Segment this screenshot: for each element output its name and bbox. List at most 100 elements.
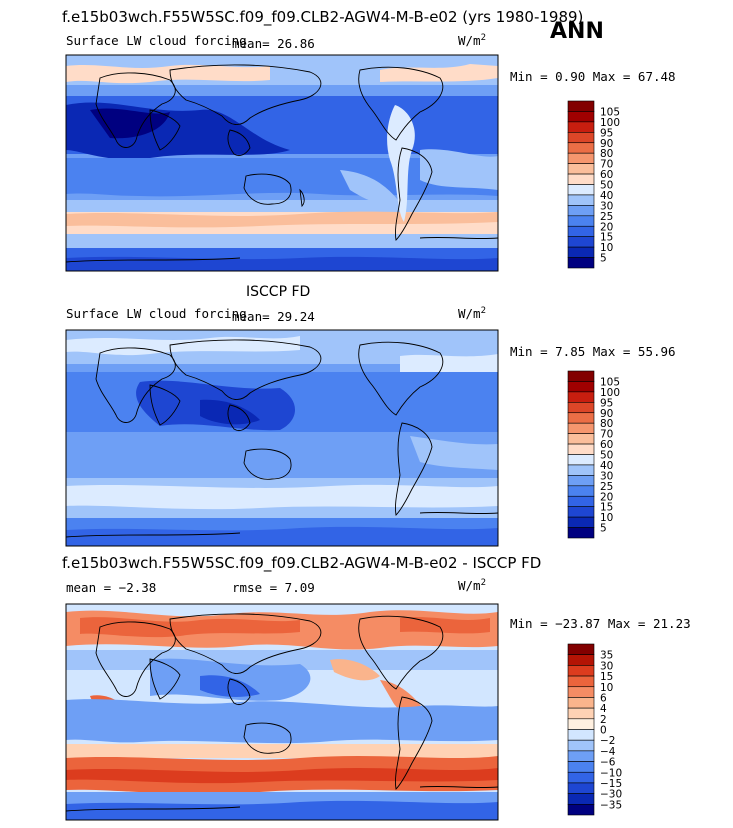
colorbar-tick-label: 20 (600, 221, 613, 233)
map-frame (65, 603, 499, 821)
colorbar-tick-label: 10 (600, 242, 613, 254)
colorbar-tick-label: 10 (600, 682, 613, 694)
colorbar-tick-label: 5 (600, 253, 607, 265)
colorbar-swatch (567, 739, 595, 752)
panel-minmax: Min = 7.85 Max = 55.96 (510, 344, 676, 359)
colorbar-swatch (567, 761, 595, 773)
colorbar-tick-label: 95 (600, 397, 613, 409)
colorbar-tick-label: 60 (600, 439, 613, 451)
panel-variable: Surface LW cloud forcing (66, 33, 247, 48)
colorbar-tick-label: 80 (600, 418, 613, 430)
panel-diff: f.e15b03wch.F55W5SC.f09_f09.CLB2-AGW4-M-… (62, 554, 691, 821)
panel-mean: mean = −2.38 (66, 580, 156, 595)
colorbar-swatch (567, 402, 595, 414)
colorbar-tick-label: −35 (600, 799, 622, 811)
case-title: f.e15b03wch.F55W5SC.f09_f09.CLB2-AGW4-M-… (62, 8, 583, 27)
colorbar-tick-label: 15 (600, 232, 613, 244)
colorbar-tick-label: 90 (600, 138, 613, 150)
colorbar-tick-label: 0 (600, 725, 607, 737)
colorbar-tick-label: 35 (600, 650, 613, 662)
colorbar-swatch (567, 686, 595, 698)
panel-minmax: Min = 0.90 Max = 67.48 (510, 69, 676, 84)
panel-rmse: rmse = 7.09 (232, 580, 315, 595)
colorbar-swatch (567, 236, 595, 248)
colorbar-tick-label: −10 (600, 767, 622, 779)
colorbar-tick-label: 20 (600, 491, 613, 503)
colorbar-swatch (567, 194, 595, 206)
colorbar-tick-label: 30 (600, 200, 613, 212)
panel-minmax: Min = −23.87 Max = 21.23 (510, 616, 691, 631)
colorbar-swatch (567, 391, 595, 403)
colorbar-tick-label: 30 (600, 470, 613, 482)
colorbar-tick-label: 95 (600, 127, 613, 139)
panel-title: f.e15b03wch.F55W5SC.f09_f09.CLB2-AGW4-M-… (62, 554, 541, 573)
colorbar-tick-label: 30 (600, 660, 613, 672)
colorbar-swatch (567, 370, 595, 382)
colorbar-swatch (567, 675, 595, 688)
colorbar-swatch (567, 464, 595, 476)
map-field (66, 55, 498, 271)
colorbar-swatch (567, 729, 595, 741)
colorbar-swatch (567, 381, 595, 393)
colorbar-swatch (567, 132, 595, 144)
colorbar-swatch (567, 163, 595, 175)
colorbar-swatch (567, 475, 595, 487)
map-frame (65, 54, 499, 272)
panel-title: ISCCP FD (246, 284, 310, 300)
colorbar-swatch (567, 527, 595, 539)
map-field (66, 604, 498, 820)
colorbar-tick-label: −6 (600, 757, 616, 769)
colorbar-tick-label: −30 (600, 789, 622, 801)
map-frame (65, 329, 499, 547)
colorbar-swatch (567, 100, 595, 112)
colorbar-swatch (567, 142, 595, 154)
colorbar-swatch (567, 246, 595, 258)
panel-model: Surface LW cloud forcing mean= 26.86 W/m… (65, 33, 676, 272)
colorbar-swatch (567, 205, 595, 217)
colorbar-tick-label: 25 (600, 211, 613, 223)
colorbar-swatch (567, 152, 595, 164)
colorbar-tick-label: 70 (600, 159, 613, 171)
colorbar-swatch (567, 443, 595, 455)
panel-variable: Surface LW cloud forcing (66, 306, 247, 321)
colorbar-swatch (567, 422, 595, 434)
map-field (66, 330, 498, 546)
colorbar-tick-label: 5 (600, 523, 607, 535)
colorbar-swatch (567, 750, 595, 762)
colorbar-swatch (567, 654, 595, 666)
colorbar-swatch (567, 173, 595, 185)
colorbar-swatch (567, 782, 595, 794)
colorbar-swatch (567, 257, 595, 269)
colorbar-tick-label: −4 (600, 746, 616, 758)
panel-units: W/m2 (458, 33, 486, 48)
colorbar-swatch (567, 506, 595, 518)
colorbar-tick-label: 40 (600, 460, 613, 472)
colorbar-swatch (567, 485, 595, 497)
panel-mean: mean= 26.86 (232, 36, 315, 51)
panel-mean: mean= 29.24 (232, 309, 315, 324)
colorbar-tick-label: 60 (600, 169, 613, 181)
colorbar-tick-label: −2 (600, 735, 615, 747)
colorbar-swatch (567, 454, 595, 466)
colorbar-swatch (567, 718, 595, 730)
panel-units: W/m2 (458, 578, 486, 593)
panel-obs: ISCCP FD Surface LW cloud forcing mean= … (65, 284, 676, 547)
colorbar-swatch (567, 804, 595, 816)
colorbar-swatch (567, 111, 595, 123)
colorbar-swatch (567, 225, 595, 237)
colorbar-swatch (567, 433, 595, 445)
colorbar-swatch (567, 495, 595, 507)
colorbar-swatch (567, 184, 595, 196)
colorbar-tick-label: 15 (600, 671, 613, 683)
colorbar-tick-label: 2 (600, 714, 607, 726)
colorbar-swatch (567, 215, 595, 227)
colorbar-tick-label: 70 (600, 429, 613, 441)
colorbar-tick-label: 105 (600, 106, 620, 118)
colorbar-tick-label: 4 (600, 703, 607, 715)
colorbar-tick-label: 100 (600, 117, 620, 129)
colorbar-tick-label: 100 (600, 387, 620, 399)
